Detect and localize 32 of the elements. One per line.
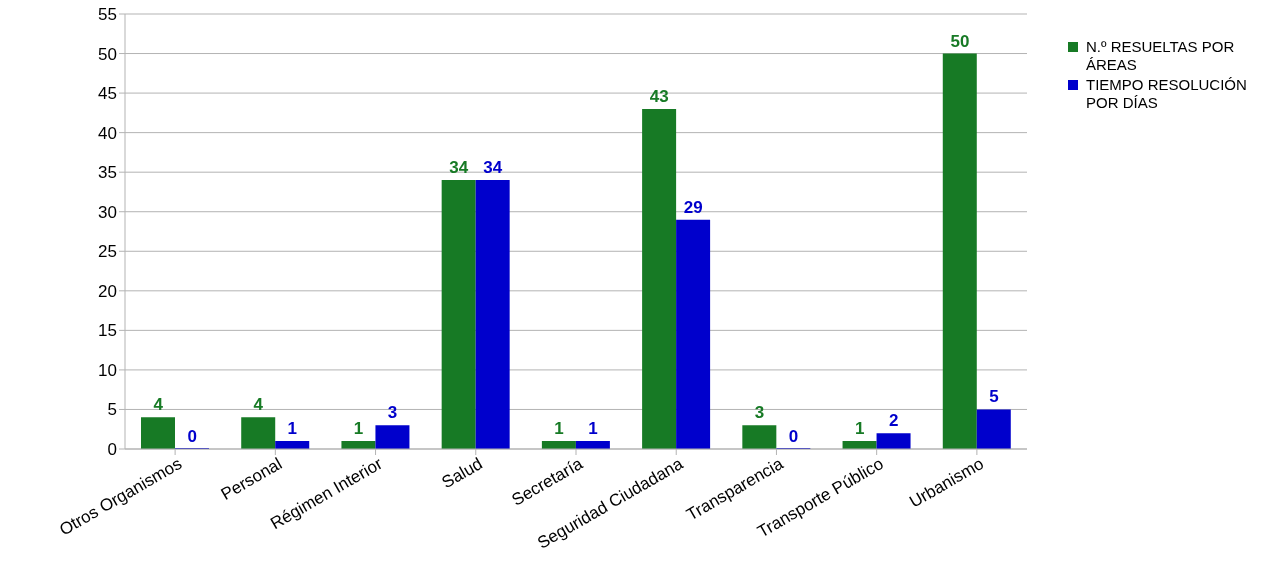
data-label: 34 <box>483 158 503 178</box>
y-tick-label: 50 <box>98 44 117 64</box>
y-tick-label: 5 <box>107 400 117 420</box>
data-label: 4 <box>153 395 164 415</box>
data-label: 2 <box>888 411 899 431</box>
y-tick-label: 35 <box>98 163 117 183</box>
data-label: 1 <box>353 419 364 439</box>
y-tick-label: 20 <box>98 281 117 301</box>
data-label: 0 <box>187 427 197 446</box>
y-tick-label: 30 <box>98 202 117 222</box>
legend-label: TIEMPO RESOLUCIÓN POR DÍAS <box>1086 76 1248 112</box>
legend-label: N.º RESUELTAS POR ÁREAS <box>1086 38 1236 74</box>
data-label: 1 <box>588 419 598 439</box>
y-tick-label: 45 <box>98 84 117 104</box>
y-tick-label: 25 <box>98 242 117 262</box>
y-tick-label: 40 <box>98 123 117 143</box>
data-label: 1 <box>854 419 865 439</box>
y-tick-label: 10 <box>98 360 117 380</box>
data-label: 34 <box>449 158 469 178</box>
data-label: 1 <box>287 419 298 439</box>
y-tick-label: 15 <box>98 321 117 341</box>
y-tick-label: 55 <box>98 5 117 25</box>
data-label: 29 <box>683 197 703 217</box>
data-label: 0 <box>788 427 799 446</box>
data-label: 4 <box>253 395 264 415</box>
data-label: 5 <box>989 387 999 407</box>
data-label: 3 <box>387 403 398 423</box>
data-label: 1 <box>554 419 564 439</box>
data-label: 3 <box>754 403 765 423</box>
data-label: 50 <box>950 31 970 51</box>
y-tick-label: 0 <box>107 440 117 460</box>
data-label: 43 <box>649 86 669 106</box>
